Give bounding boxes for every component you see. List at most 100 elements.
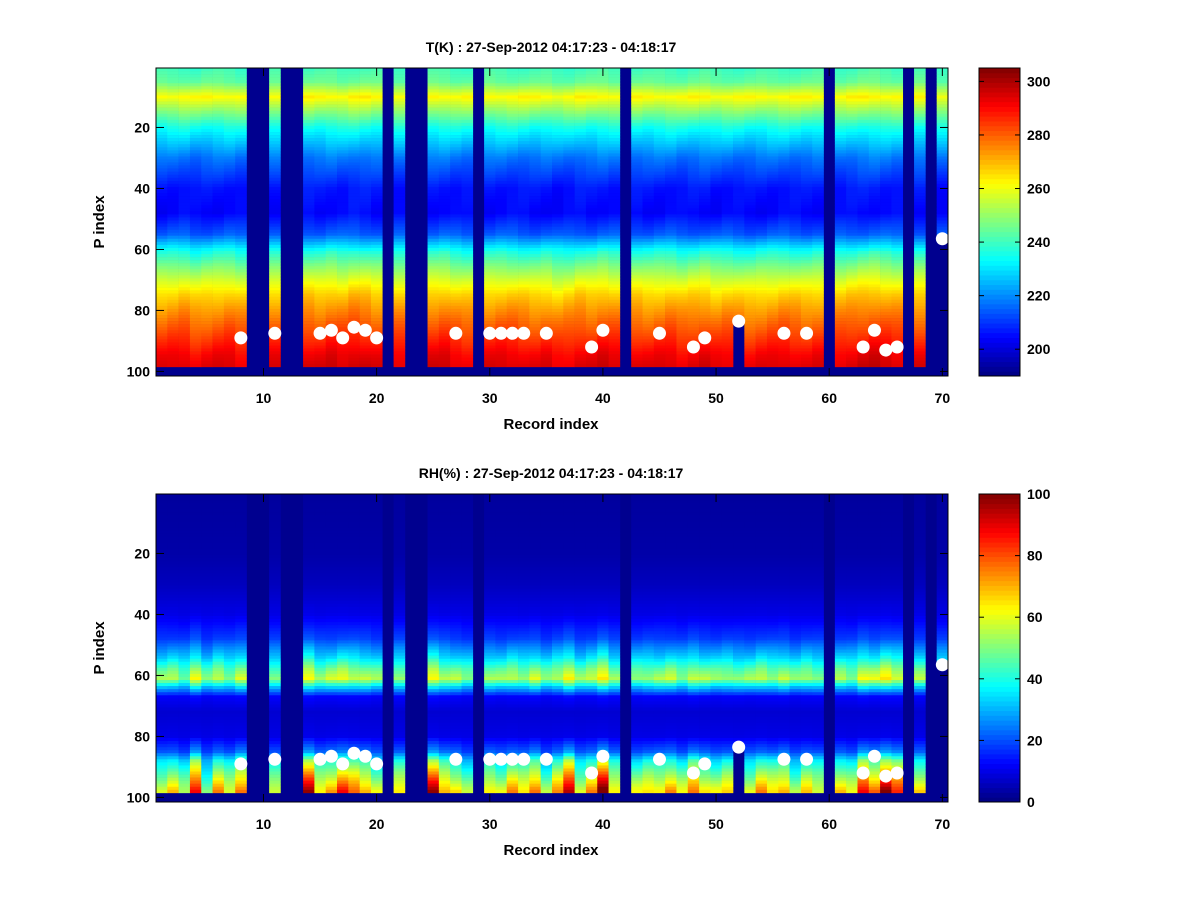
heatmap-cell (359, 74, 372, 78)
heatmap-cell (721, 318, 734, 322)
heatmap-cell (608, 238, 621, 243)
heatmap-cell (201, 348, 213, 352)
heatmap-cell (506, 278, 519, 282)
heatmap-cell (665, 257, 677, 261)
heatmap-cell (710, 101, 723, 105)
heatmap-cell (631, 107, 643, 111)
heatmap-cell (778, 205, 790, 209)
heatmap-cell (744, 302, 756, 307)
heatmap-cell (156, 348, 168, 352)
heatmap-cell (325, 208, 338, 212)
heatmap-cell (337, 162, 349, 166)
heatmap-cell (223, 83, 236, 87)
heatmap-cell (495, 138, 508, 142)
heatmap-cell (484, 275, 496, 279)
heatmap-cell (325, 83, 338, 87)
heatmap-cell (461, 260, 474, 264)
heatmap-cell (303, 229, 315, 233)
heatmap-cell (167, 299, 179, 304)
heatmap-cell (393, 189, 406, 194)
heatmap-cell (359, 284, 372, 288)
heatmap-cell (800, 77, 813, 81)
heatmap-cell (574, 293, 587, 298)
heatmap-cell (755, 177, 768, 182)
heatmap-cell (676, 260, 689, 264)
heatmap-cell (450, 363, 462, 368)
heatmap-cell (212, 113, 225, 118)
heatmap-cell (744, 339, 756, 343)
heatmap-cell (812, 119, 824, 124)
heatmap-cell (156, 159, 168, 163)
heatmap-cell (314, 229, 327, 233)
heatmap-cell (608, 183, 621, 188)
heatmap-cell (518, 281, 530, 285)
heatmap-cell (574, 278, 587, 282)
heatmap-cell (789, 147, 802, 151)
heatmap-cell (303, 217, 315, 221)
heatmap-cell (325, 311, 338, 316)
heatmap-cell (800, 147, 813, 151)
heatmap-cell (540, 104, 553, 108)
heatmap-cell (653, 141, 666, 145)
heatmap-cell (348, 208, 360, 212)
heatmap-cell (552, 132, 564, 136)
heatmap-cell (201, 174, 213, 179)
heatmap-cell (223, 360, 236, 365)
heatmap-cell (427, 214, 440, 218)
heatmap-cell (348, 189, 360, 194)
heatmap-cell (212, 95, 225, 99)
heatmap-cell (156, 122, 168, 127)
heatmap-cell (585, 135, 598, 139)
heatmap-cell (337, 284, 349, 288)
heatmap-cell (212, 339, 225, 343)
heatmap-cell (156, 128, 168, 133)
heatmap-cell (438, 238, 451, 243)
heatmap-cell (167, 284, 179, 288)
heatmap-cell (699, 235, 711, 240)
heatmap-cell (778, 351, 790, 355)
heatmap-cell (393, 263, 406, 267)
heatmap-cell (642, 257, 655, 261)
heatmap-cell (608, 324, 621, 328)
heatmap-cell (337, 272, 349, 276)
heatmap-cell (167, 196, 179, 200)
heatmap-cell (303, 153, 315, 157)
heatmap-cell (189, 168, 202, 172)
heatmap-cell (156, 254, 168, 258)
heatmap-cell (438, 226, 451, 230)
heatmap-cell (223, 318, 236, 322)
heatmap-cell (337, 250, 349, 255)
heatmap-cell (687, 244, 700, 249)
heatmap-cell (687, 95, 700, 99)
heatmap-cell (766, 357, 779, 362)
heatmap-cell (427, 299, 440, 304)
heatmap-cell (393, 214, 406, 218)
heatmap-cell (427, 354, 440, 358)
heatmap-cell (212, 229, 225, 233)
heatmap-cell (212, 174, 225, 179)
heatmap-cell (642, 339, 655, 343)
heatmap-cell (687, 74, 700, 78)
heatmap-cell (303, 138, 315, 142)
heatmap-cell (506, 153, 519, 157)
heatmap-cell (755, 247, 768, 252)
heatmap-cell (800, 132, 813, 136)
heatmap-cell (552, 250, 564, 255)
heatmap-cell (676, 196, 689, 200)
heatmap-cell (631, 345, 643, 349)
heatmap-cell (438, 318, 451, 322)
heatmap-cell (699, 150, 711, 154)
heatmap-cell (846, 98, 858, 102)
heatmap-cell (563, 247, 575, 252)
heatmap-cell (733, 186, 745, 191)
heatmap-cell (834, 186, 847, 191)
heatmap-cell (721, 363, 734, 368)
heatmap-cell (755, 104, 768, 108)
heatmap-cell (450, 348, 462, 352)
heatmap-cell (710, 272, 723, 276)
heatmap-cell (721, 360, 734, 365)
heatmap-cell (699, 299, 711, 304)
heatmap-cell (201, 232, 213, 237)
heatmap-cell (755, 71, 768, 75)
heatmap-cell (370, 202, 383, 206)
